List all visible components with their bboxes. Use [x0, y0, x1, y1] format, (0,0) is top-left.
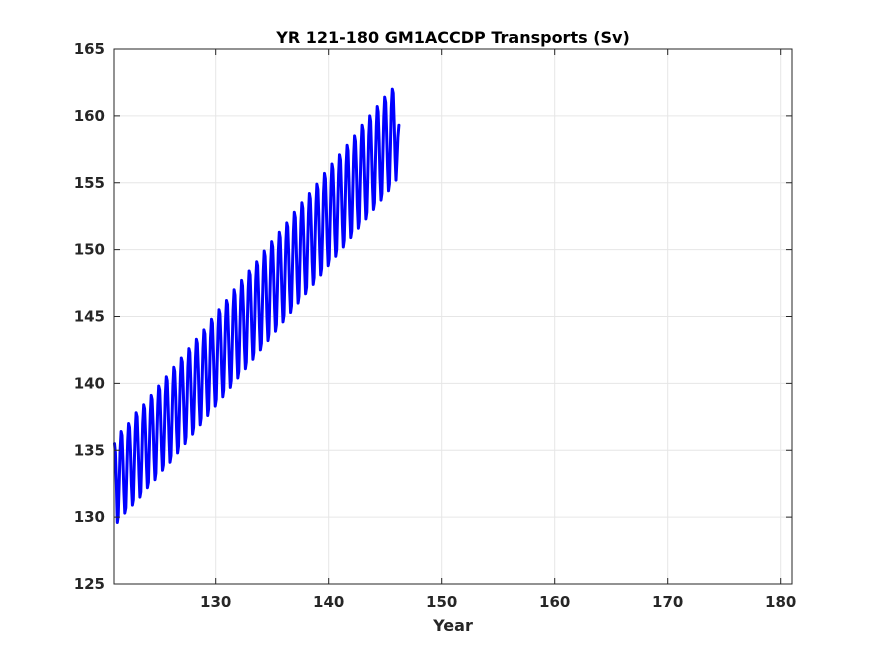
- y-tick-label: 155: [74, 174, 105, 192]
- y-tick-label: 150: [74, 241, 105, 259]
- series-line: [113, 87, 401, 524]
- x-tick-label: 140: [313, 593, 344, 611]
- y-tick-label: 145: [74, 308, 105, 326]
- grid: [114, 49, 792, 584]
- x-tick-label: 180: [765, 593, 796, 611]
- x-axis-label: Year: [432, 616, 473, 635]
- y-tick-label: 135: [74, 441, 105, 459]
- y-tick-label: 130: [74, 508, 105, 526]
- chart-title: YR 121-180 GM1ACCDP Transports (Sv): [275, 28, 630, 47]
- x-tick-label: 170: [652, 593, 683, 611]
- x-tick-label: 130: [200, 593, 231, 611]
- x-tick-label: 150: [426, 593, 457, 611]
- y-tick-label: 140: [74, 374, 105, 392]
- y-tick-label: 160: [74, 107, 105, 125]
- y-tick-label: 125: [74, 575, 105, 593]
- x-tick-label: 160: [539, 593, 570, 611]
- series-layer: [113, 87, 401, 524]
- ticks: 130 140 150 160 170 180 125 130 135 140 145 150 155 1…: [74, 40, 797, 611]
- y-tick-label: 165: [74, 40, 105, 58]
